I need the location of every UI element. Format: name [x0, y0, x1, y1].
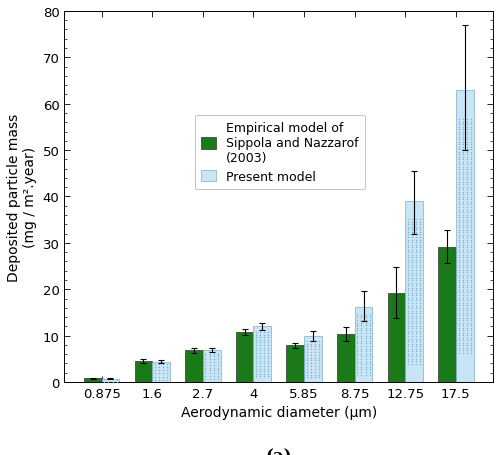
Bar [286, 346, 304, 382]
Bar [304, 336, 322, 382]
Bar [354, 308, 372, 382]
Bar [84, 379, 102, 382]
Bar [456, 91, 473, 382]
X-axis label: Aerodynamic diameter (μm): Aerodynamic diameter (μm) [180, 405, 377, 420]
Bar [406, 202, 423, 382]
Text: (a): (a) [266, 447, 292, 455]
Bar [438, 247, 456, 382]
Bar [102, 379, 119, 382]
Bar [185, 351, 203, 382]
Bar [236, 332, 254, 382]
Bar [152, 362, 170, 382]
Bar [134, 361, 152, 382]
Bar [203, 351, 220, 382]
Bar [254, 327, 271, 382]
Bar [388, 293, 406, 382]
Legend: Empirical model of
Sippola and Nazzarof
(2003), Present model: Empirical model of Sippola and Nazzarof … [195, 115, 365, 190]
Y-axis label: Deposited particle mass
(mg / m².year): Deposited particle mass (mg / m².year) [7, 113, 37, 281]
Bar [337, 334, 354, 382]
